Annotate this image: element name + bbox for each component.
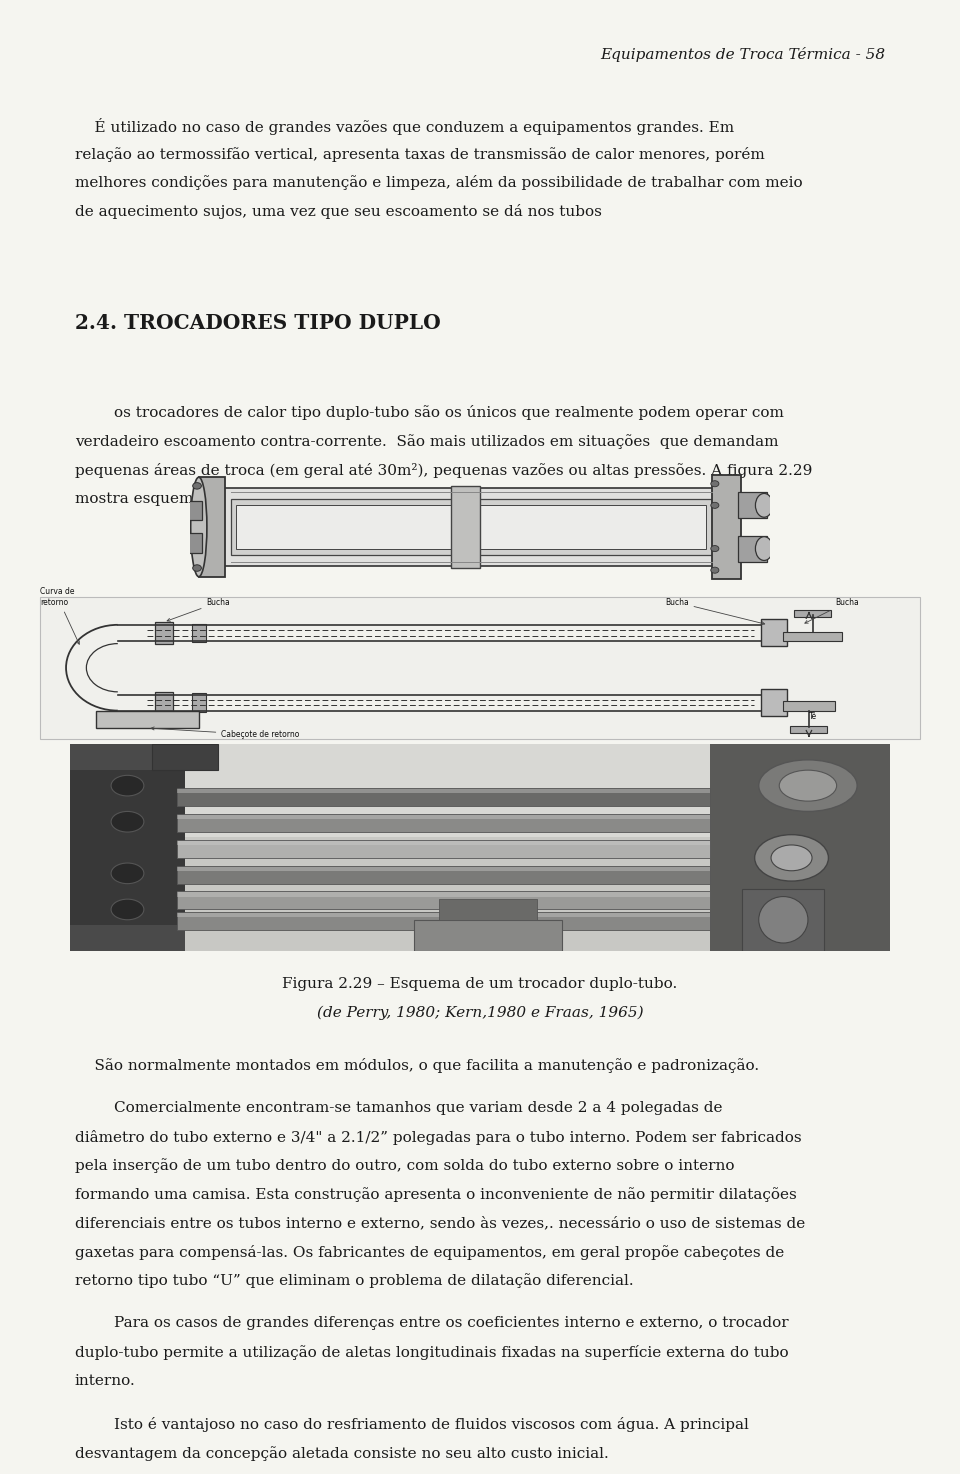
Bar — [70, 744, 890, 837]
Bar — [152, 744, 218, 769]
Text: pequenas áreas de troca (em geral até 30m²), pequenas vazões ou altas pressões. : pequenas áreas de troca (em geral até 30… — [75, 463, 812, 478]
Text: Equipamentos de Troca Térmica - 58: Equipamentos de Troca Térmica - 58 — [600, 47, 885, 62]
Ellipse shape — [193, 545, 202, 551]
Text: verdadeiro escoamento contra-corrente.  São mais utilizados em situações  que de: verdadeiro escoamento contra-corrente. S… — [75, 433, 779, 450]
Text: diâmetro do tubo externo e 3/4" a 2.1/2” polegadas para o tubo interno. Podem se: diâmetro do tubo externo e 3/4" a 2.1/2”… — [75, 1129, 802, 1145]
Bar — [230, 498, 712, 556]
Bar — [177, 789, 709, 806]
Text: Tê: Tê — [808, 712, 817, 721]
Bar — [70, 771, 185, 926]
Text: relação ao termossifão vertical, apresenta taxas de transmissão de calor menores: relação ao termossifão vertical, apresen… — [75, 146, 764, 162]
Bar — [761, 690, 787, 716]
Bar — [155, 622, 173, 644]
Bar — [177, 912, 709, 917]
Ellipse shape — [710, 545, 719, 551]
Ellipse shape — [758, 896, 808, 943]
Bar — [712, 475, 741, 579]
Bar — [177, 814, 709, 831]
Ellipse shape — [771, 845, 812, 871]
Bar — [219, 488, 724, 566]
Bar — [738, 492, 767, 519]
Text: São normalmente montados em módulos, o que facilita a manutenção e padronização.: São normalmente montados em módulos, o q… — [75, 1058, 759, 1073]
Bar — [184, 534, 202, 553]
Text: desvantagem da concepção aletada consiste no seu alto custo inicial.: desvantagem da concepção aletada consist… — [75, 1446, 609, 1461]
Ellipse shape — [111, 775, 144, 796]
Ellipse shape — [758, 761, 857, 811]
Bar — [192, 693, 206, 712]
Bar — [199, 478, 225, 576]
Ellipse shape — [756, 494, 773, 517]
Text: Curva de
retorno: Curva de retorno — [40, 587, 80, 644]
Ellipse shape — [710, 481, 719, 486]
Bar — [177, 840, 709, 858]
Text: Para os casos de grandes diferenças entre os coeficientes interno e externo, o t: Para os casos de grandes diferenças entr… — [75, 1316, 788, 1331]
Bar — [184, 501, 202, 520]
Ellipse shape — [111, 899, 144, 920]
Text: formando uma camisa. Esta construção apresenta o inconveniente de não permitir d: formando uma camisa. Esta construção apr… — [75, 1187, 797, 1201]
Text: duplo-tubo permite a utilização de aletas longitudinais fixadas na superfície ex: duplo-tubo permite a utilização de aleta… — [75, 1346, 788, 1361]
Ellipse shape — [710, 503, 719, 509]
Bar — [794, 610, 831, 616]
Text: diferenciais entre os tubos interno e externo, sendo às vezes,. necessário o uso: diferenciais entre os tubos interno e ex… — [75, 1216, 805, 1229]
Bar — [177, 892, 709, 896]
Bar — [155, 691, 173, 713]
Bar — [783, 631, 842, 641]
Text: os trocadores de calor tipo duplo-tubo são os únicos que realmente podem operar : os trocadores de calor tipo duplo-tubo s… — [75, 405, 783, 420]
Bar — [783, 702, 835, 710]
Text: Cabeçote de retorno: Cabeçote de retorno — [151, 727, 300, 740]
Text: (de Perry, 1980; Kern,1980 e Fraas, 1965): (de Perry, 1980; Kern,1980 e Fraas, 1965… — [317, 1007, 643, 1020]
Text: Bucha: Bucha — [804, 598, 858, 624]
Text: Bucha: Bucha — [167, 598, 230, 621]
Text: pela inserção de um tubo dentro do outro, com solda do tubo externo sobre o inte: pela inserção de um tubo dentro do outro… — [75, 1159, 734, 1173]
Bar — [177, 865, 709, 884]
Bar — [177, 892, 709, 909]
Bar — [742, 889, 825, 951]
Bar — [96, 710, 199, 728]
Ellipse shape — [756, 537, 773, 560]
Bar — [177, 912, 709, 930]
Text: Isto é vantajoso no caso do resfriamento de fluidos viscosos com água. A princip: Isto é vantajoso no caso do resfriamento… — [75, 1417, 749, 1433]
Bar — [177, 815, 709, 820]
Text: gaxetas para compensá-las. Os fabricantes de equipamentos, em geral propõe cabeç: gaxetas para compensá-las. Os fabricante… — [75, 1244, 784, 1260]
Bar — [738, 535, 767, 562]
Text: mostra esquematicamente trocadores tipo duplo-tubo.: mostra esquematicamente trocadores tipo … — [75, 491, 494, 506]
Bar — [177, 789, 709, 793]
Text: de aquecimento sujos, uma vez que seu escoamento se dá nos tubos: de aquecimento sujos, uma vez que seu es… — [75, 203, 602, 220]
Text: interno.: interno. — [75, 1374, 135, 1389]
Ellipse shape — [111, 864, 144, 884]
Bar — [177, 840, 709, 845]
Ellipse shape — [193, 482, 202, 489]
Text: retorno tipo tubo “U” que eliminam o problema de dilatação diferencial.: retorno tipo tubo “U” que eliminam o pro… — [75, 1274, 634, 1288]
Text: Bucha: Bucha — [665, 598, 765, 625]
Text: Comercialmente encontram-se tamanhos que variam desde 2 a 4 polegadas de: Comercialmente encontram-se tamanhos que… — [75, 1101, 722, 1114]
Ellipse shape — [193, 503, 202, 509]
Bar — [415, 920, 562, 951]
Bar — [177, 867, 709, 871]
Text: melhores condições para manutenção e limpeza, além da possibilidade de trabalhar: melhores condições para manutenção e lim… — [75, 175, 803, 190]
Text: Figura 2.29 – Esquema de um trocador duplo-tubo.: Figura 2.29 – Esquema de um trocador dup… — [282, 977, 678, 991]
Bar — [192, 624, 206, 643]
Bar — [439, 899, 538, 920]
Bar — [451, 486, 480, 567]
Text: É utilizado no caso de grandes vazões que conduzem a equipamentos grandes. Em: É utilizado no caso de grandes vazões qu… — [75, 118, 734, 136]
Text: 2.4. TROCADORES TIPO DUPLO: 2.4. TROCADORES TIPO DUPLO — [75, 314, 441, 333]
Bar — [761, 619, 787, 646]
Ellipse shape — [780, 771, 836, 802]
Ellipse shape — [111, 811, 144, 831]
Bar — [709, 744, 890, 951]
Bar — [236, 506, 707, 548]
Ellipse shape — [191, 478, 207, 576]
Bar — [70, 744, 185, 951]
Ellipse shape — [755, 834, 828, 881]
Bar — [790, 725, 828, 734]
Ellipse shape — [710, 567, 719, 573]
Ellipse shape — [193, 565, 202, 572]
